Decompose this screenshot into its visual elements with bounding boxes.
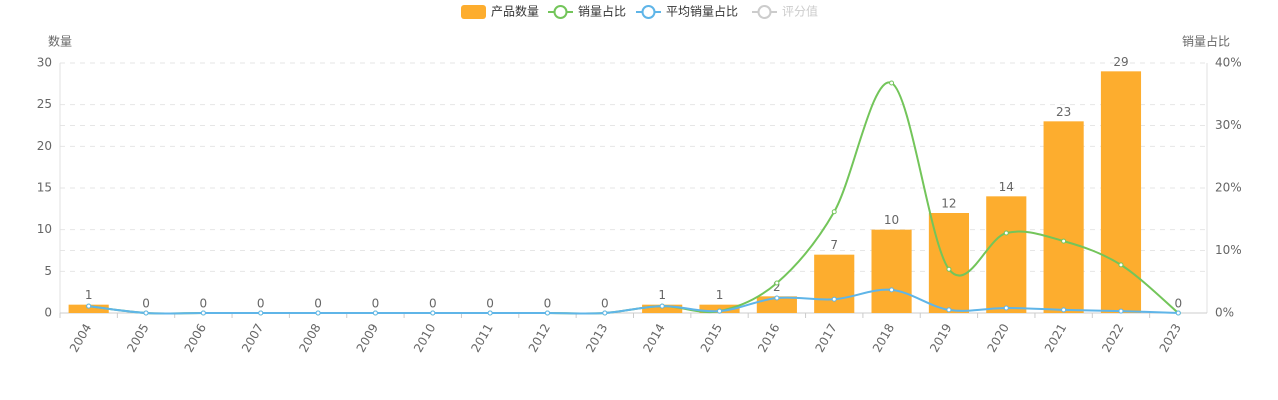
x-tick-label: 2023 xyxy=(1157,321,1184,354)
bar-value-label: 10 xyxy=(884,213,899,227)
line-point xyxy=(1118,262,1124,268)
line-point xyxy=(372,310,378,316)
legend-icon xyxy=(757,5,772,19)
x-tick-label: 2014 xyxy=(640,321,667,354)
bar-value-label: 29 xyxy=(1113,55,1128,69)
bar-value-label: 0 xyxy=(200,297,208,311)
legend-icon xyxy=(553,5,568,19)
x-tick-label: 2021 xyxy=(1042,321,1069,354)
line-point xyxy=(1061,307,1067,313)
legend-label: 评分值 xyxy=(782,4,818,19)
y-tick-label: 20 xyxy=(37,139,52,153)
bar-value-label: 1 xyxy=(658,288,666,302)
line-point xyxy=(1175,310,1181,316)
line-point xyxy=(200,310,206,316)
bar xyxy=(871,229,912,313)
x-tick-label: 2022 xyxy=(1099,321,1126,354)
x-tick-label: 2018 xyxy=(870,321,897,354)
bar xyxy=(928,213,969,313)
y-tick-label: 25 xyxy=(37,97,52,111)
line-point xyxy=(946,266,952,272)
line xyxy=(88,288,1179,315)
y-tick-label: 5 xyxy=(44,264,52,278)
x-tick-label: 2005 xyxy=(124,321,151,354)
y-tick-label: 10 xyxy=(37,222,52,236)
x-tick-label: 2013 xyxy=(583,321,610,354)
line-point xyxy=(258,310,264,316)
line-point xyxy=(946,307,952,313)
x-tick-label: 2006 xyxy=(182,321,209,354)
line-point xyxy=(717,308,723,314)
bar-value-label: 0 xyxy=(429,297,437,311)
y-tick-label: 15 xyxy=(37,181,52,195)
x-tick-label: 2019 xyxy=(927,321,954,354)
bar xyxy=(1100,71,1142,313)
line-point xyxy=(315,310,321,316)
bar-value-label: 2 xyxy=(773,280,781,294)
bar-value-label: 0 xyxy=(142,297,150,311)
line-point xyxy=(1061,238,1067,244)
line-point xyxy=(86,303,92,309)
x-tick-label: 2010 xyxy=(411,321,438,354)
bar xyxy=(68,304,109,313)
line-point xyxy=(544,310,550,316)
line-point xyxy=(774,280,780,286)
line-point xyxy=(1003,230,1009,236)
line-point xyxy=(1003,305,1009,311)
bar xyxy=(814,254,855,313)
y2-tick-label: 20% xyxy=(1215,181,1242,195)
line-point xyxy=(889,80,895,86)
line-point xyxy=(831,296,837,302)
legend-label: 销量占比 xyxy=(578,4,626,19)
y-tick-label: 30 xyxy=(37,56,52,70)
y2-tick-label: 30% xyxy=(1215,118,1242,132)
y2-axis-title: 销量占比 xyxy=(1182,34,1230,49)
bar-value-label: 7 xyxy=(830,238,838,252)
y2-tick-label: 10% xyxy=(1215,243,1242,257)
x-tick-label: 2017 xyxy=(812,321,839,354)
bar-value-label: 14 xyxy=(999,180,1014,194)
x-tick-label: 2020 xyxy=(985,321,1012,354)
legend-label: 平均销量占比 xyxy=(666,4,738,19)
x-tick-label: 2016 xyxy=(755,321,782,354)
bar-value-label: 1 xyxy=(716,288,724,302)
bar xyxy=(986,196,1027,313)
x-tick-label: 2007 xyxy=(239,321,266,354)
y2-tick-label: 40% xyxy=(1215,56,1242,70)
x-tick-label: 2004 xyxy=(67,321,94,354)
legend-icon xyxy=(641,5,656,19)
line-point xyxy=(143,310,149,316)
line-point xyxy=(659,303,665,309)
bar-value-label: 1 xyxy=(85,288,93,302)
line-point xyxy=(889,287,895,293)
legend-icon xyxy=(461,5,486,19)
bar-value-label: 12 xyxy=(941,197,956,211)
bar-value-label: 0 xyxy=(544,297,552,311)
y-tick-label: 0 xyxy=(44,306,52,320)
bar-value-label: 0 xyxy=(314,297,322,311)
line-point xyxy=(602,310,608,316)
bar-value-label: 0 xyxy=(372,297,380,311)
bar xyxy=(642,304,683,313)
line-point xyxy=(831,209,837,215)
y-axis-title: 数量 xyxy=(48,34,72,49)
x-tick-label: 2009 xyxy=(354,321,381,354)
bar-value-label: 0 xyxy=(601,297,609,311)
bar-value-label: 0 xyxy=(1175,297,1183,311)
line-point xyxy=(430,310,436,316)
bar-value-label: 0 xyxy=(257,297,265,311)
x-tick-label: 2015 xyxy=(698,321,725,354)
x-tick-label: 2008 xyxy=(296,321,323,354)
x-tick-label: 2012 xyxy=(526,321,553,354)
y2-tick-label: 0% xyxy=(1215,306,1234,320)
line-point xyxy=(487,310,493,316)
x-tick-label: 2011 xyxy=(468,321,495,354)
bar-value-label: 0 xyxy=(486,297,494,311)
legend-label: 产品数量 xyxy=(491,4,539,19)
bar xyxy=(1043,121,1084,313)
bar-value-label: 23 xyxy=(1056,105,1071,119)
line-point xyxy=(774,295,780,301)
line-point xyxy=(1118,308,1124,314)
